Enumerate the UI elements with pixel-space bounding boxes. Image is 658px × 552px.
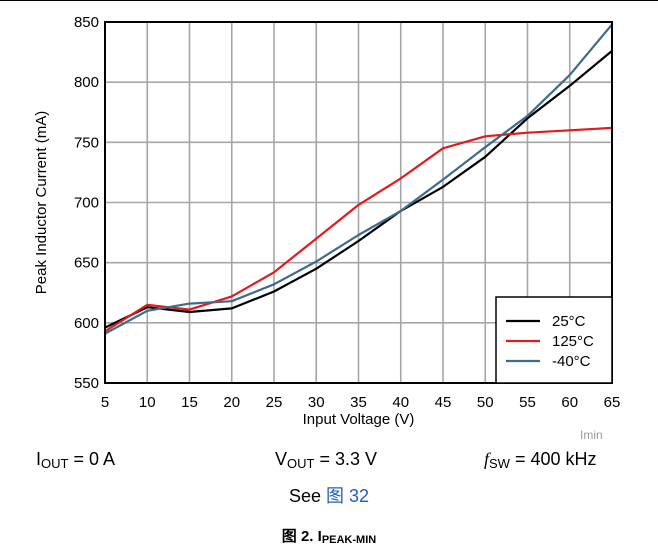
x-tick-label: 40 [392, 394, 409, 411]
x-tick-label: 10 [139, 394, 156, 411]
x-tick-label: 45 [435, 394, 452, 411]
y-tick-label: 550 [74, 375, 99, 392]
x-tick-label: 20 [223, 394, 240, 411]
x-tick-label: 55 [519, 394, 536, 411]
legend-label: -40°C [552, 353, 591, 370]
condition-vout: VOUT = 3.3 V [275, 449, 378, 471]
condition-fsw: fSW = 400 kHz [484, 449, 597, 471]
x-tick-label: 15 [181, 394, 198, 411]
x-tick-label: 5 [101, 394, 109, 411]
series-line [104, 50, 613, 329]
plot-frame [104, 21, 613, 384]
figure-caption: 图 2. IPEAK-MIN [281, 528, 377, 546]
x-tick-label: 35 [350, 394, 367, 411]
y-tick-label: 750 [74, 134, 99, 151]
figure-link[interactable]: 图 32 [326, 486, 370, 506]
x-tick-label: 60 [561, 394, 578, 411]
x-tick-label: 30 [308, 394, 325, 411]
series-line [104, 126, 613, 333]
see-reference: See 图 32 [288, 486, 370, 506]
series-line [104, 23, 613, 335]
legend-label: 125°C [552, 333, 594, 350]
x-axis-label: Input Voltage (V) [303, 411, 415, 428]
x-tick-label: 25 [266, 394, 283, 411]
top-rule [0, 0, 658, 1]
y-tick-label: 850 [74, 14, 99, 31]
y-tick-label: 800 [74, 74, 99, 91]
legend: 25°C 125°C -40°C [495, 296, 613, 384]
y-axis-label: Peak Inductor Current (mA) [33, 111, 50, 294]
y-tick-label: 650 [74, 255, 99, 272]
line-chart: 5 10 15 20 25 30 35 40 45 50 55 60 65 550 600 650 700 750… [33, 14, 621, 428]
legend-label: 25°C [552, 313, 586, 330]
x-tick-label: 50 [477, 394, 494, 411]
watermark: Imin [580, 428, 603, 442]
y-tick-label: 600 [74, 315, 99, 332]
y-tick-label: 700 [74, 195, 99, 212]
x-tick-label: 65 [604, 394, 621, 411]
condition-iout: IOUT = 0 A [36, 449, 116, 471]
